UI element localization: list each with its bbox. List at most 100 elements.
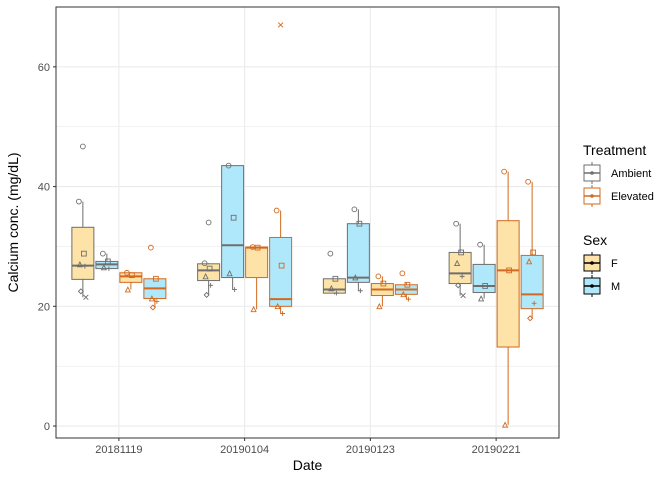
y-tick-label: 20: [38, 301, 50, 313]
box-20190123-elevated-f-point: [375, 273, 382, 280]
box-20190123-ambient-f-point: [327, 250, 334, 257]
box-20190104-ambient-m-body: [221, 165, 245, 279]
box-20190104-ambient-f-point: [201, 260, 208, 267]
box-20190221-ambient-m-point: [477, 241, 483, 248]
box-20190104-elevated-m-point: [274, 302, 281, 310]
box-20190104-ambient-f-point: [202, 272, 209, 280]
box-20190104-elevated-m-point: [278, 262, 285, 269]
box-20190123-ambient-m-point: [356, 220, 363, 227]
box-20190123-elevated-f-point: [376, 302, 383, 310]
y-tick-label: 60: [38, 62, 50, 74]
box-20190104-ambient-f-point: [208, 282, 214, 288]
box-20190221-elevated-f-point: [506, 267, 512, 274]
box-20181119-elevated-m-point: [148, 295, 156, 302]
box-layer: [71, 165, 544, 425]
box-20181119-elevated-m-point: [148, 244, 154, 251]
box-20190104-elevated-m-outlier: [277, 22, 284, 28]
box-20190104-ambient-f-point: [203, 291, 210, 298]
box-20190104-elevated-m-point: [273, 207, 280, 214]
y-tick-label: 40: [38, 182, 50, 194]
box-20190104-elevated-f-point: [254, 244, 261, 251]
box-20181119-ambient-m-point: [105, 258, 111, 265]
legend-label-female_fill: F: [611, 258, 618, 270]
x-tick-label: 20190104: [220, 444, 269, 456]
box-20181119-elevated-f-point: [129, 272, 135, 279]
box-20190104-ambient-f-body: [197, 263, 221, 282]
box-20190221-ambient-m-point: [477, 295, 485, 302]
box-20181119-ambient-f-body: [71, 226, 95, 280]
box-20190221-elevated-m-point: [530, 249, 536, 256]
legend-title: Treatment: [583, 142, 646, 158]
y-tick-label: 0: [44, 421, 50, 433]
box-20190221-elevated-f-point: [501, 168, 507, 175]
box-20190221-elevated-m-point: [525, 258, 533, 265]
box-20190221-ambient-f-point: [458, 249, 464, 256]
box-20190123-ambient-f-point: [328, 284, 335, 292]
grid-layer: [56, 7, 559, 438]
box-20181119-elevated-m-point: [154, 299, 160, 304]
box-20181119-elevated-m-point: [149, 304, 156, 311]
box-20190123-elevated-m-point: [399, 270, 406, 277]
legend-key-dot: [590, 261, 594, 265]
box-20190123-elevated-f-point: [380, 280, 387, 287]
box-20190104-ambient-m-point: [225, 162, 232, 169]
legend-title: Sex: [583, 232, 607, 248]
box-20181119-ambient-m-point: [100, 250, 106, 257]
x-tick-label: 20190221: [472, 444, 521, 456]
box-20190123-ambient-m-point: [357, 288, 363, 294]
box-20181119-ambient-m-point: [106, 266, 112, 271]
box-20190123-ambient-f-point: [333, 290, 339, 296]
box-20190221-elevated-m-body: [520, 254, 544, 310]
box-20190221-elevated-m-point: [527, 315, 534, 322]
box-20181119-ambient-f-point: [76, 260, 84, 268]
box-20190221-ambient-f-point: [453, 220, 459, 227]
box-20190104-ambient-m-point: [230, 214, 237, 221]
box-20190104-ambient-f-outlier: [205, 219, 212, 226]
box-20181119-ambient-m-point: [100, 263, 108, 271]
box-20181119-ambient-f-point: [83, 294, 89, 301]
box-20181119-ambient-f-point: [81, 250, 87, 257]
box-20190221-elevated-f-point: [501, 421, 509, 428]
legend-label-ambient: Ambient: [611, 168, 651, 180]
box-20190221-elevated-f-body: [496, 220, 520, 348]
box-20190104-elevated-f-point: [250, 305, 257, 313]
box-20190104-elevated-f-body: [245, 246, 269, 279]
box-20190104-ambient-m-point: [232, 287, 238, 292]
box-20181119-elevated-f-point: [124, 286, 132, 293]
box-20181119-ambient-f-outlier: [80, 143, 86, 150]
axis-layer: 0 20 40 60 20181119 20190104 20190123 20190221: [38, 62, 521, 456]
box-20190123-ambient-f-point: [332, 275, 339, 282]
legend-label-male_fill: M: [611, 281, 620, 293]
box-20190123-elevated-m-point: [404, 281, 411, 288]
legend-key-dot: [590, 171, 594, 175]
box-20190104-elevated-m-body: [269, 236, 293, 307]
box-20190221-ambient-f-point: [459, 273, 465, 279]
box-20190221-ambient-f-point: [460, 292, 466, 299]
box-20190104-ambient-f-point: [206, 265, 213, 272]
legend-label-elevated: Elevated: [611, 191, 654, 203]
point-layer: [76, 22, 537, 428]
box-20190104-ambient-m-point: [226, 269, 233, 277]
x-tick-label: 20190123: [346, 444, 395, 456]
legend-key-dot: [590, 284, 594, 288]
box-20190221-elevated-m-point: [531, 300, 537, 306]
box-20190221-ambient-f-body: [448, 251, 472, 285]
box-20181119-ambient-f-point: [77, 288, 84, 295]
legend-key-dot: [590, 194, 594, 198]
x-axis-title: Date: [293, 457, 323, 473]
box-20190221-elevated-m-point: [525, 178, 531, 185]
box-20190221-ambient-f-point: [453, 259, 461, 267]
box-20190123-ambient-m-body: [346, 223, 370, 283]
box-20190123-elevated-m-point: [400, 290, 407, 298]
box-20181119-ambient-f-point: [76, 198, 82, 205]
y-axis-title: Calcium conc. (mg/dL): [5, 152, 21, 292]
box-20181119-elevated-m-point: [153, 275, 159, 282]
box-20190221-ambient-f-point: [455, 282, 462, 289]
legend: Treatment Ambient Elevated Sex FM: [583, 142, 654, 297]
box-20190221-ambient-m-point: [482, 283, 488, 289]
x-tick-label: 20181119: [95, 444, 142, 456]
box-20190104-elevated-m-point: [280, 311, 286, 316]
box-20181119-ambient-f-point: [82, 263, 88, 269]
